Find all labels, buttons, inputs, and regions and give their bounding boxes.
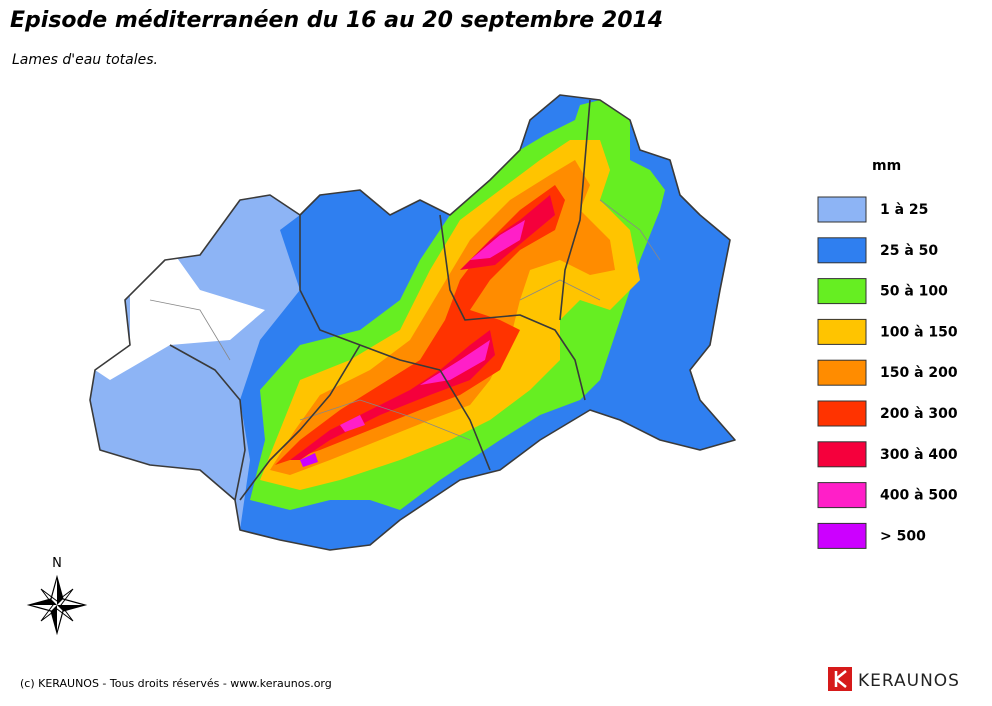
- legend-swatch: [817, 196, 867, 223]
- legend-unit: mm: [872, 158, 901, 174]
- compass: N: [26, 556, 88, 636]
- legend-swatch: [817, 482, 867, 509]
- region-border: [89, 94, 736, 551]
- rain-band: [290, 195, 555, 460]
- legend-items: 1 à 25 25 à 50 50 à 100 100 à 150 150 à 200 2…: [817, 196, 958, 549]
- commune-borders: [149, 199, 661, 441]
- logo-text: KERAUNOS: [858, 671, 960, 691]
- subtitle: Lames d'eau totales.: [12, 52, 158, 68]
- legend-swatch: [817, 522, 867, 549]
- legend-label: 150 à 200: [880, 365, 958, 381]
- compass-diagonals: [40, 588, 74, 622]
- legend-label: 200 à 300: [880, 406, 958, 422]
- rain-band: [340, 220, 525, 432]
- legend-swatch: [817, 359, 867, 386]
- compass-north: N: [52, 556, 62, 571]
- logo-icon: [828, 667, 852, 691]
- logo-k: [834, 670, 847, 688]
- legend-swatch: [817, 278, 867, 305]
- title: Episode méditerranéen du 16 au 20 septem…: [10, 8, 663, 33]
- legend-swatch: [817, 237, 867, 264]
- copyright: (c) KERAUNOS - Tous droits réservés - ww…: [20, 677, 332, 690]
- legend-label: 25 à 50: [880, 243, 938, 259]
- legend-label: 100 à 150: [880, 324, 958, 340]
- rain-band: [300, 453, 318, 467]
- legend: mm 1 à 25 25 à 50 50 à 100 100 à 150 150 à 2…: [817, 158, 958, 549]
- legend-label: 400 à 500: [880, 488, 958, 504]
- no-data-area: [95, 255, 265, 380]
- legend-label: 1 à 25: [880, 202, 928, 218]
- legend-swatch: [817, 318, 867, 345]
- department-borders: [169, 99, 591, 501]
- legend-label: > 500: [880, 528, 926, 544]
- legend-label: 50 à 100: [880, 284, 948, 300]
- compass-fill: [29, 577, 85, 633]
- legend-swatch: [817, 441, 867, 468]
- logo: KERAUNOS: [828, 667, 960, 691]
- rain-map: [89, 94, 736, 551]
- legend-label: 300 à 400: [880, 447, 958, 463]
- legend-swatch: [817, 400, 867, 427]
